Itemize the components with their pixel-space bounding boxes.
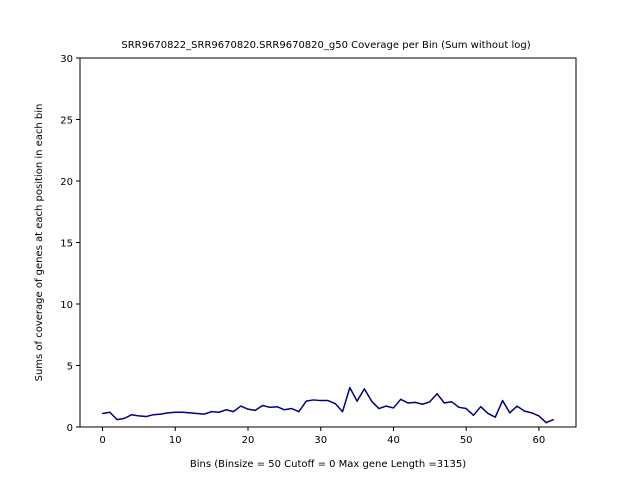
data-point [436,393,438,395]
data-point [123,417,125,419]
x-tick-label: 10 [169,435,182,446]
data-point [225,409,227,411]
data-point [276,406,278,408]
y-tick-label: 5 [67,362,73,373]
data-point [465,407,467,410]
data-point [116,419,118,421]
data-point [341,411,344,413]
plot-area [80,58,576,427]
data-point [509,412,511,414]
x-tick-label: 20 [242,435,255,446]
x-tick-label: 40 [387,435,400,446]
data-point [247,408,249,410]
x-axis: 0 10 20 30 40 50 60 [99,427,545,446]
data-point [494,416,496,418]
y-tick-label: 20 [60,177,73,188]
data-point [109,411,111,413]
data-point [196,412,198,415]
data-point [523,410,525,412]
data-point [531,412,533,414]
data-point [429,401,431,403]
x-axis-title: Bins (Binsize = 50 Cutoff = 0 Max gene L… [190,459,466,470]
data-point [421,403,424,405]
data-point [189,412,191,414]
data-point [472,414,475,416]
x-tick-label: 60 [533,435,546,446]
data-point [327,399,329,402]
data-point [261,404,264,407]
y-tick-label: 10 [60,300,73,311]
data-point [538,415,540,417]
data-point [363,388,365,390]
data-point [516,405,518,407]
data-point [160,413,162,415]
data-point [254,409,256,411]
data-point [392,407,395,409]
data-point [334,403,336,405]
data-point [232,411,235,413]
data-point [312,399,315,401]
data-point [167,412,169,414]
data-point [131,414,133,416]
data-point [371,400,373,402]
x-tick-label: 50 [460,435,473,446]
data-point [356,400,358,402]
data-point [174,411,176,413]
data-point [501,399,504,402]
series-points [101,387,555,424]
data-point [487,412,489,415]
data-point [545,422,547,424]
data-point [385,405,387,407]
data-point [138,415,140,417]
data-point [101,412,104,415]
data-point [320,399,322,402]
data-point [291,407,293,410]
data-point [305,400,307,402]
data-point [451,401,453,403]
data-point [552,419,555,421]
x-tick-label: 0 [99,435,105,446]
data-point [283,409,285,411]
chart-title: SRR9670822_SRR9670820.SRR9670820_g50 Cov… [121,40,530,51]
data-point [400,398,402,400]
data-point [407,402,409,404]
data-point [145,415,147,418]
data-point [203,413,205,415]
y-tick-label: 30 [60,54,73,65]
data-point [211,411,213,413]
data-point [443,402,445,404]
data-point [218,411,220,413]
data-point [298,411,300,413]
y-tick-label: 25 [60,116,73,127]
data-point [152,414,155,416]
x-tick-label: 30 [314,435,327,446]
y-tick-label: 0 [67,423,73,434]
series-layer [101,386,555,424]
data-point [349,387,351,389]
data-point [240,405,242,407]
data-point [414,401,416,403]
data-point [269,406,271,408]
data-point [458,406,460,408]
data-point [181,411,184,413]
y-axis-title: Sums of coverage of genes at each positi… [34,104,45,382]
data-point [480,406,482,408]
y-axis: 0 5 10 15 20 25 30 [60,54,80,434]
data-point [378,407,380,410]
y-tick-label: 15 [60,239,73,250]
